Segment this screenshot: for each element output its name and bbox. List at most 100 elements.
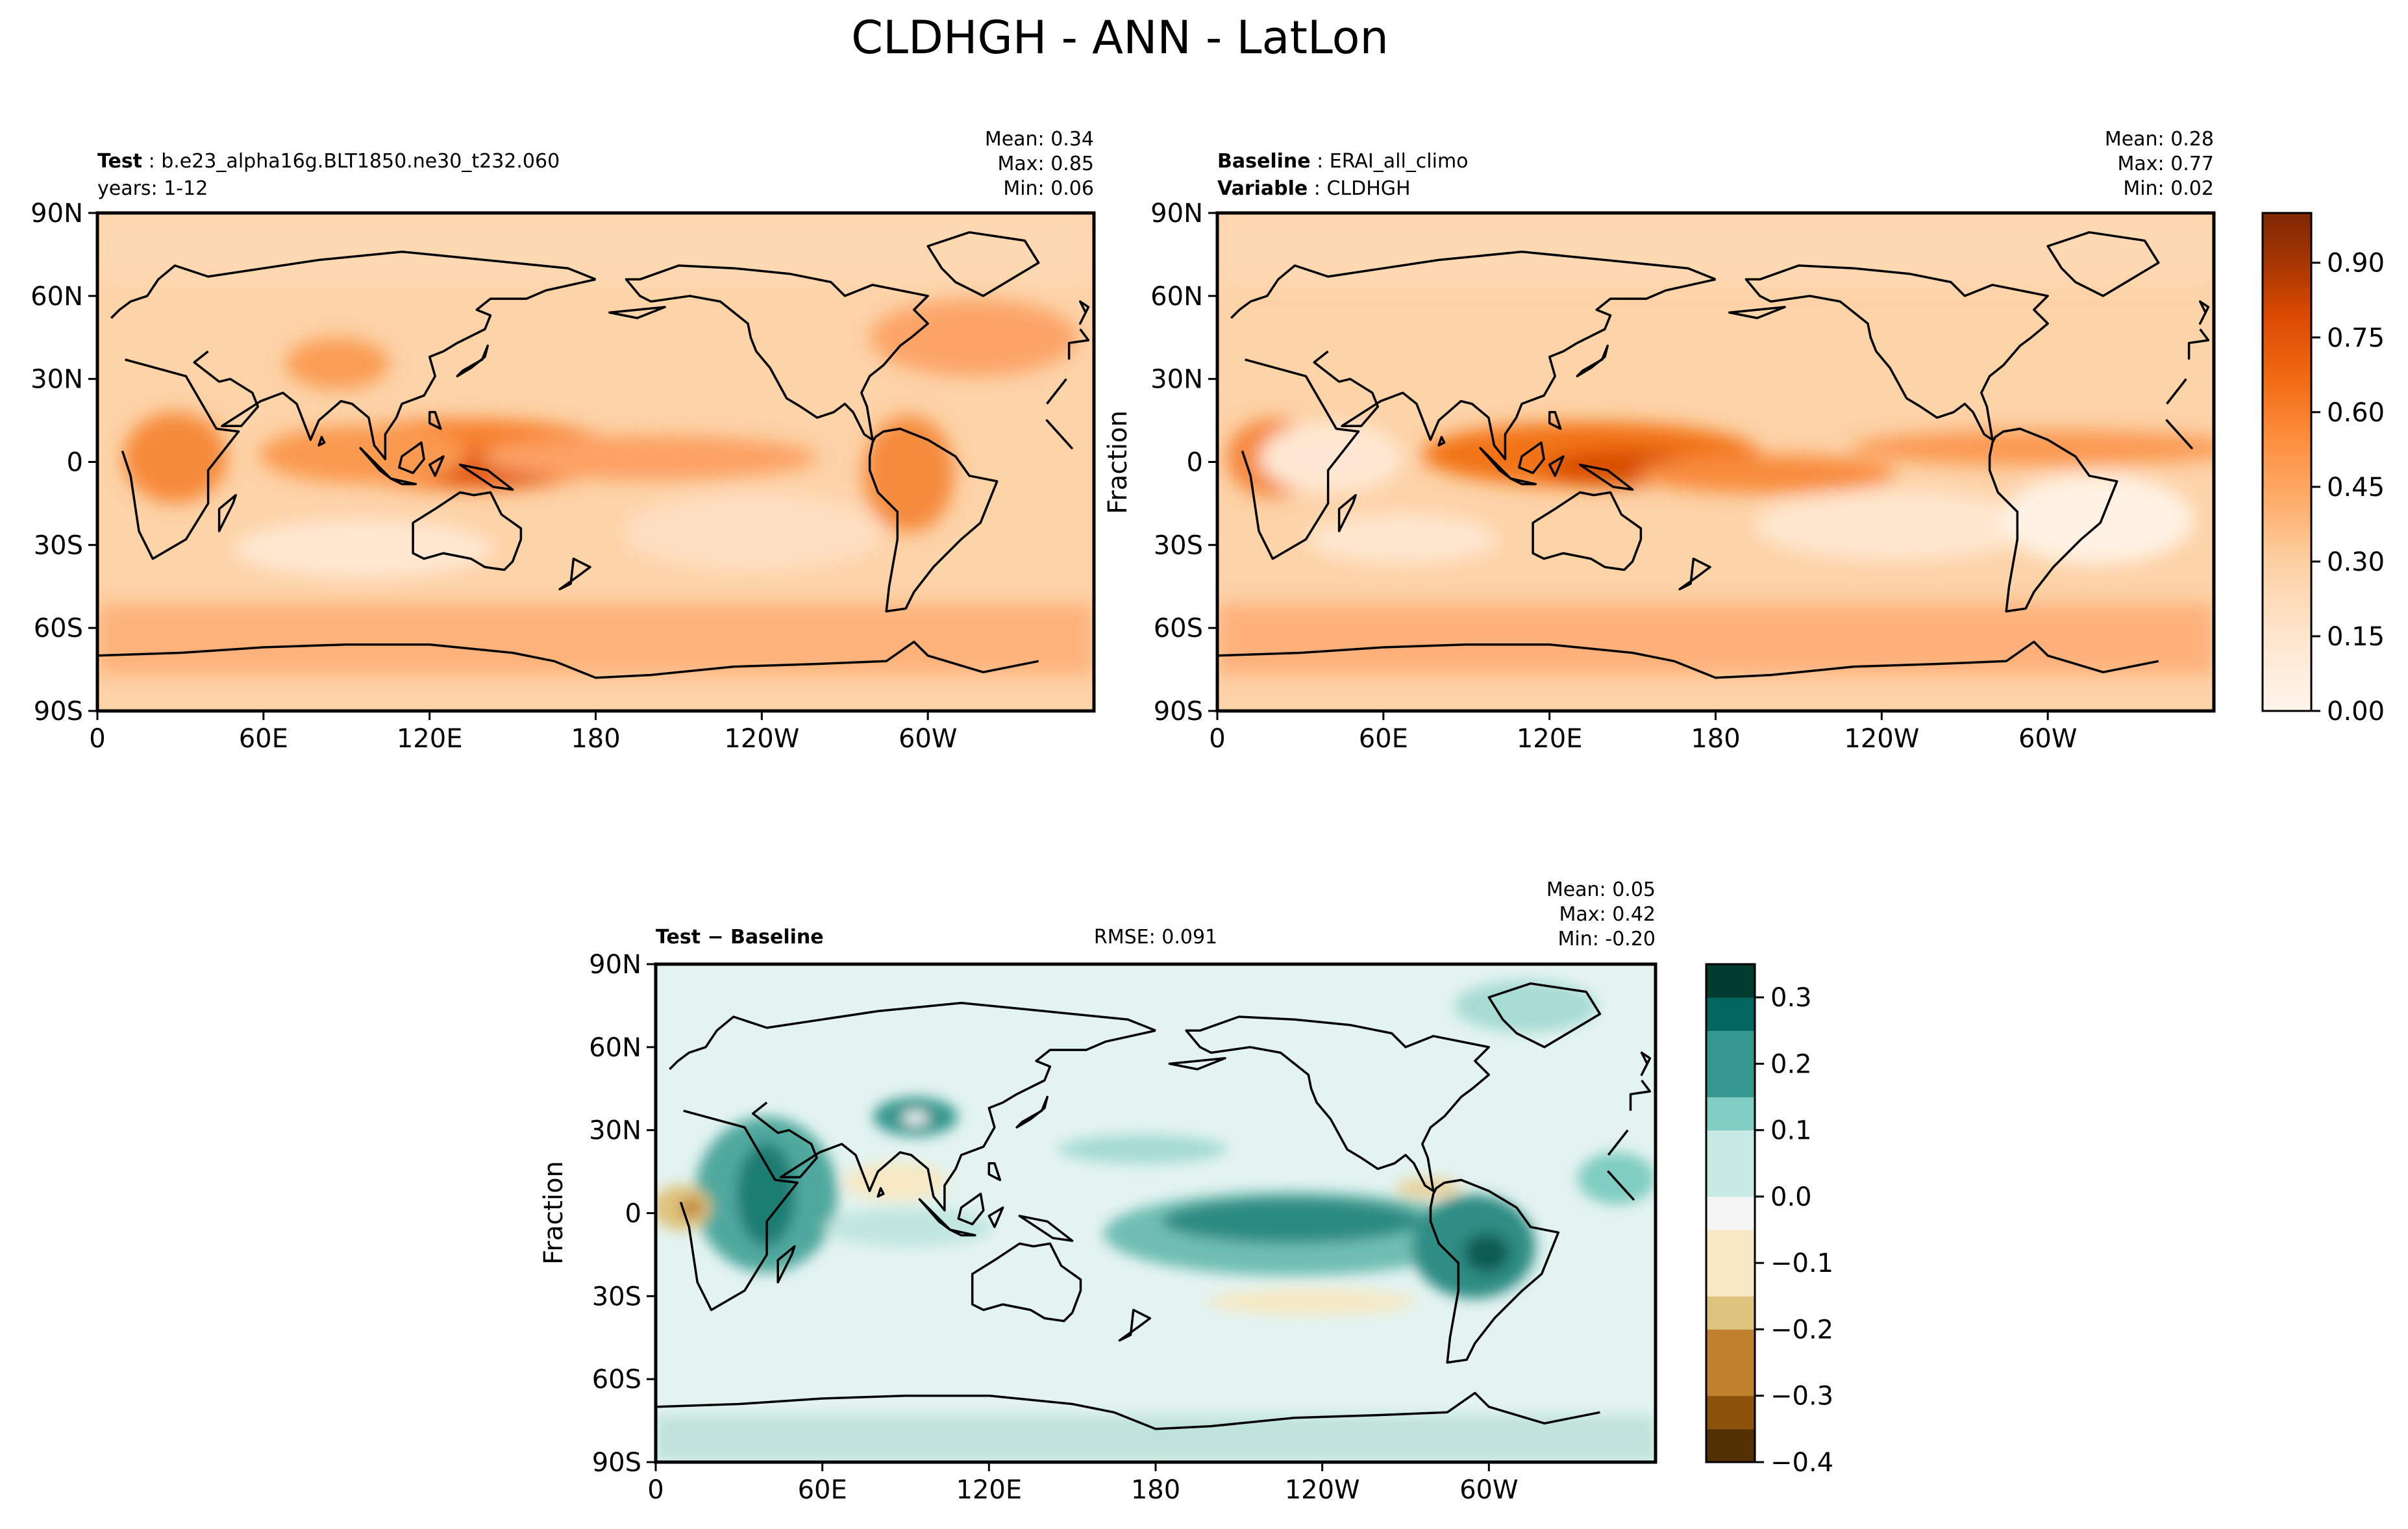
coastline-island: [398, 441, 425, 475]
coastline-namerica: [1744, 264, 2049, 441]
coastline-island: [949, 1228, 976, 1237]
coastline-namerica: [1185, 1015, 1491, 1193]
y-tick-label: 60N: [589, 1033, 641, 1063]
colorbar-segment: [1706, 1395, 1755, 1430]
y-tick-label: 60S: [592, 1365, 641, 1395]
colorbar-tick-label: 0.3: [1770, 983, 1812, 1013]
coastline-samerica: [868, 427, 999, 613]
figure-title: CLDHGH - ANN - LatLon: [851, 11, 1389, 64]
coastline-australia: [1532, 491, 1643, 571]
y-tick-label: 90S: [1154, 697, 1203, 727]
variable-label: Variable : CLDHGH: [1217, 177, 1411, 200]
coastline-island: [987, 1206, 1004, 1228]
coastline-island: [1479, 447, 1512, 480]
coastline-island: [1118, 1308, 1152, 1342]
colorbar-segment: [1706, 1196, 1755, 1230]
coastline-africa: [1241, 358, 2193, 560]
colorbar-tick-label: 0.30: [2327, 547, 2385, 577]
coastline-namerica: [625, 264, 929, 441]
colorbar-segment: [1706, 1362, 1755, 1397]
y-tick-label: 30S: [34, 530, 83, 560]
y-tick-label: 60S: [34, 614, 83, 643]
coastline-island: [1518, 441, 1545, 475]
coastline-antarctica: [656, 1391, 1600, 1430]
coastline-island: [390, 477, 417, 486]
colorbar-segment: [1706, 1296, 1755, 1330]
coastline-island: [1078, 300, 1090, 325]
test-panel: 0 60E 120E 180 120W 60W 90N 60N 30N 0 30S 60S 90S Te…: [31, 128, 1096, 754]
colorbar-segment: [1706, 1097, 1755, 1131]
colorbar-tick-label: −0.3: [1770, 1382, 1833, 1411]
colorbar-tick-label: 0.0: [1770, 1182, 1812, 1212]
coastline-island: [957, 1192, 985, 1226]
x-tick-label: 0: [89, 724, 105, 754]
coastline-samerica: [1988, 427, 2118, 613]
colorbar-tick-label: 0.2: [1770, 1049, 1812, 1079]
coastline-island: [458, 464, 514, 491]
coastline-island: [1728, 306, 1786, 319]
x-tick-label: 60W: [2018, 724, 2077, 754]
coastline-island: [428, 455, 445, 477]
colorbar-tick-label: 0.15: [2327, 622, 2385, 652]
colorbar-segment: [1706, 964, 1755, 998]
baseline-label: Baseline : ERAI_all_climo: [1217, 150, 1469, 173]
coastline-island: [608, 306, 666, 319]
x-tick-label: 120E: [1517, 724, 1583, 754]
test-years: years: 1-12: [97, 177, 208, 200]
colorbar-frame: [1705, 963, 1756, 1463]
coastline-island: [1548, 411, 1562, 430]
stat-min: Min: -0.20: [1558, 928, 1656, 951]
colorbar-tick-label: 0.90: [2327, 249, 2385, 279]
colorbar-segment: [1706, 1230, 1755, 1263]
y-tick-label: 30N: [1150, 365, 1203, 395]
colorbar-segment: [1706, 1263, 1755, 1297]
coastline-greenland: [1487, 982, 1602, 1049]
coastline-samerica: [1429, 1178, 1560, 1364]
x-tick-label: 0: [1209, 724, 1225, 754]
x-tick-label: 60E: [798, 1475, 847, 1505]
x-tick-label: 60E: [239, 724, 288, 754]
rmse-label: RMSE: 0.091: [1094, 926, 1217, 949]
colorbar-tick-label: 0.45: [2327, 473, 2385, 503]
colorbar-tick-label: −0.4: [1770, 1448, 1833, 1478]
y-tick-label: 0: [625, 1199, 641, 1229]
colorbar-segment: [1706, 1428, 1755, 1463]
stat-max: Max: 0.77: [2118, 153, 2214, 175]
coastline-africa: [679, 1110, 1635, 1311]
coastline-asia_s: [193, 278, 596, 460]
coastline-antarctica: [1217, 640, 2159, 679]
coastline-antarctica: [97, 640, 1039, 679]
colorbar-segment: [1706, 997, 1755, 1031]
coastline-island: [1640, 1051, 1652, 1076]
coastline-island: [359, 447, 392, 480]
colorbar-segment: [1706, 1030, 1755, 1064]
coastline-island: [918, 1198, 952, 1231]
test-label: Test : b.e23_alpha16g.BLT1850.ne30_t232.…: [97, 150, 560, 173]
y-tick-label: 90N: [1150, 199, 1203, 229]
stat-mean: Mean: 0.28: [2105, 128, 2214, 151]
stat-max: Max: 0.42: [1559, 903, 1656, 926]
stat-mean: Mean: 0.34: [985, 128, 1094, 151]
x-tick-label: 180: [1131, 1475, 1180, 1505]
baseline-colorbar: [2261, 212, 2313, 712]
colorbar-tick-label: −0.2: [1770, 1315, 1833, 1345]
y-tick-label: 90S: [34, 697, 83, 727]
y-tick-label: 30N: [31, 365, 83, 395]
coastline-island: [1437, 436, 1446, 447]
x-tick-label: 120E: [397, 724, 463, 754]
coastline-island: [1678, 557, 1711, 591]
coastline-island: [776, 1245, 796, 1284]
coastline-island: [317, 436, 326, 447]
coastline-island: [1015, 1095, 1049, 1129]
baseline-ylabel: Fraction: [1103, 410, 1133, 514]
y-tick-label: 90N: [589, 950, 641, 980]
stat-mean: Mean: 0.05: [1546, 878, 1656, 901]
coastline-island: [1509, 477, 1537, 486]
colorbar-segment: [1706, 1163, 1755, 1197]
stat-max: Max: 0.85: [998, 153, 1094, 175]
coastline-island: [456, 344, 489, 378]
coastline-australia: [412, 491, 523, 571]
difference-colorbar: [1705, 963, 1756, 1463]
y-tick-label: 30N: [589, 1116, 641, 1146]
y-tick-label: 0: [1187, 448, 1203, 478]
